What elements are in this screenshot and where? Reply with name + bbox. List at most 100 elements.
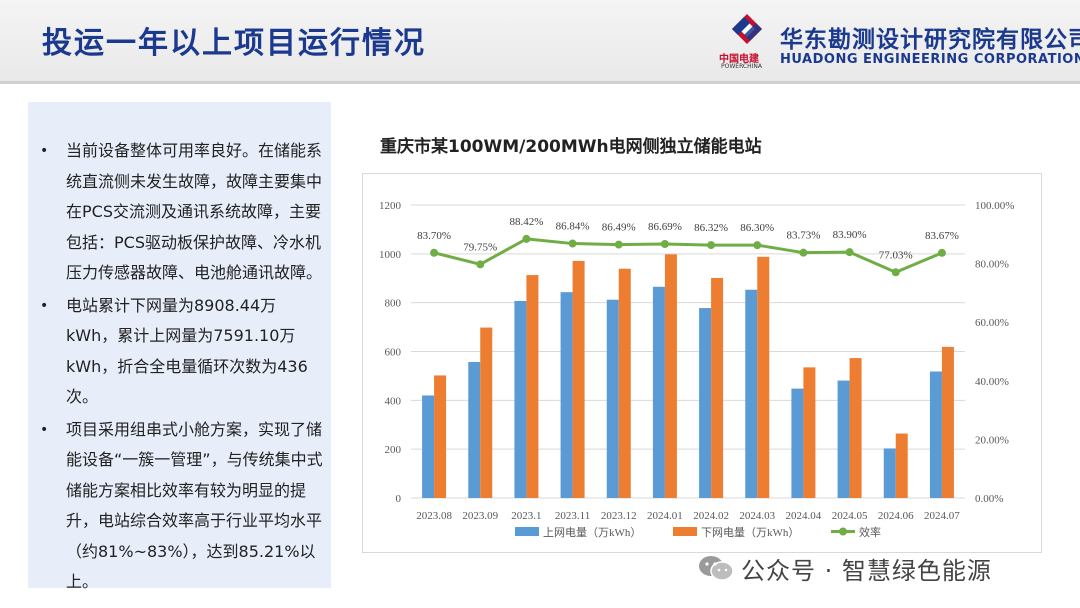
x-tick-label: 2023.1 (511, 510, 541, 522)
x-tick-label: 2023.12 (601, 510, 637, 522)
chart-title: 重庆市某100WM/200MWh电网侧独立储能电站 (380, 137, 762, 157)
bar-up (745, 289, 758, 498)
efficiency-data-label: 83.90% (833, 229, 867, 241)
legend-label: 效率 (859, 525, 881, 539)
logo-chinese-text: 中国电建 (719, 54, 759, 65)
x-tick-label: 2023.11 (555, 510, 590, 522)
y-left-tick-label: 1000 (379, 249, 402, 261)
efficiency-point (707, 241, 716, 250)
y-left-tick-label: 0 (396, 493, 402, 505)
efficiency-data-label: 86.84% (556, 221, 590, 233)
y-right-tick-label: 40.00% (975, 376, 1009, 388)
bar-up (560, 292, 573, 498)
legend-swatch (515, 527, 539, 536)
bar-up (929, 371, 942, 498)
x-tick-label: 2024.02 (693, 510, 729, 522)
efficiency-data-label: 86.30% (740, 222, 774, 234)
bar-down (803, 367, 816, 498)
efficiency-point (799, 248, 808, 257)
legend-swatch (673, 527, 697, 536)
efficiency-point (937, 248, 946, 257)
efficiency-data-label: 88.42% (509, 216, 543, 228)
efficiency-data-label: 86.69% (648, 221, 682, 233)
legend-label: 下网电量（万kWh） (701, 526, 799, 539)
bar-up (652, 286, 665, 498)
y-left-tick-label: 200 (385, 444, 402, 456)
bar-down (941, 346, 954, 498)
summary-panel: • 当前设备整体可用率良好。在储能系统直流侧未发生故障，故障主要集中在PCS交流… (28, 102, 331, 591)
efficiency-data-label: 83.70% (417, 230, 451, 242)
x-tick-label: 2024.05 (832, 510, 868, 522)
bar-down (664, 254, 677, 498)
bar-down (895, 433, 908, 498)
efficiency-data-label: 86.32% (694, 222, 728, 234)
bullet-icon: • (40, 421, 49, 438)
bar-down (849, 358, 862, 498)
header-bar: 投运一年以上项目运行情况 中国电建 POWERCHINA 华东勘测设计研究院有限… (0, 0, 1080, 84)
efficiency-point (845, 248, 854, 257)
efficiency-point (753, 241, 762, 250)
efficiency-data-label: 83.73% (786, 230, 820, 242)
bar-up (468, 361, 481, 498)
summary-text: 项目采用组串式小舱方案，实现了储能设备“一簇一管理”，与传统集中式储能方案相比效… (66, 419, 323, 592)
legend-swatch-marker (839, 527, 847, 536)
combo-chart: 0 200 400 600 800 1000 1200 0.00% 20.00% 40.00% 60… (379, 200, 1014, 539)
efficiency-data-label: 77.03% (879, 249, 913, 261)
powerchina-logo-icon (732, 14, 762, 44)
x-tick-label: 2023.08 (416, 510, 452, 522)
bullet-icon: • (40, 297, 49, 314)
efficiency-point (660, 239, 669, 248)
company-name-cn: 华东勘测设计研究院有限公司 (780, 27, 1080, 53)
bar-up (791, 388, 804, 498)
company-name-en: HUADONG ENGINEERING CORPORATION (780, 52, 1080, 67)
summary-text: 当前设备整体可用率良好。在储能系统直流侧未发生故障，故障主要集中在PCS交流测及… (66, 141, 323, 282)
y-left-tick-label: 800 (385, 298, 402, 310)
y-left-tick-label: 1200 (379, 200, 402, 212)
legend-label: 上网电量（万kWh） (543, 526, 641, 539)
y-left-tick-label: 600 (385, 347, 402, 359)
watermark-text: 公众号 · 智慧绿色能源 (741, 557, 992, 585)
page-title: 投运一年以上项目运行情况 (42, 26, 426, 61)
efficiency-line (433, 237, 943, 274)
x-tick-label: 2024.04 (786, 510, 822, 522)
bar-up (606, 299, 619, 498)
x-tick-label: 2024.01 (647, 510, 683, 522)
y-right-tick-label: 100.00% (975, 200, 1014, 212)
efficiency-data-label: 79.75% (463, 241, 497, 253)
y-right-tick-label: 20.00% (975, 434, 1009, 446)
bar-down (480, 327, 493, 498)
bar-up (422, 395, 435, 498)
summary-text: 电站累计下网量为8908.44万kWh，累计上网量为7591.10万kWh，折合… (66, 295, 308, 407)
efficiency-point (522, 234, 531, 243)
efficiency-data-label: 83.67% (925, 230, 959, 242)
efficiency-point (614, 240, 623, 249)
logo-english-text: POWERCHINA (721, 63, 762, 70)
bar-down (618, 268, 631, 498)
bar-down (711, 278, 724, 498)
chart-frame: 0 200 400 600 800 1000 1200 0.00% 20.00% 40.00% 60… (362, 173, 1042, 553)
efficiency-point (568, 239, 577, 248)
y-left-tick-label: 400 (385, 395, 402, 407)
summary-list: • 当前设备整体可用率良好。在储能系统直流侧未发生故障，故障主要集中在PCS交流… (28, 102, 331, 598)
bar-down (434, 375, 447, 498)
efficiency-point (476, 260, 485, 269)
y-right-tick-label: 80.00% (975, 259, 1009, 271)
y-right-tick-label: 0.00% (975, 493, 1003, 505)
bar-up (514, 300, 527, 498)
efficiency-data-label: 86.49% (602, 222, 636, 234)
x-tick-label: 2024.03 (739, 510, 775, 522)
bar-up (883, 448, 896, 498)
bar-up (837, 380, 850, 498)
summary-item: • 项目采用组串式小舱方案，实现了储能设备“一簇一管理”，与传统集中式储能方案相… (38, 415, 323, 598)
bar-up (699, 308, 712, 498)
bar-down (526, 275, 539, 498)
summary-item: • 电站累计下网量为8908.44万kWh，累计上网量为7591.10万kWh，… (38, 291, 323, 413)
efficiency-point (891, 268, 900, 277)
wechat-icon (699, 556, 734, 581)
bar-down (757, 256, 770, 498)
x-tick-label: 2024.07 (924, 510, 960, 522)
x-tick-label: 2024.06 (878, 510, 914, 522)
bullet-icon: • (40, 143, 49, 159)
efficiency-point (430, 248, 439, 257)
summary-item: • 当前设备整体可用率良好。在储能系统直流侧未发生故障，故障主要集中在PCS交流… (38, 136, 323, 289)
